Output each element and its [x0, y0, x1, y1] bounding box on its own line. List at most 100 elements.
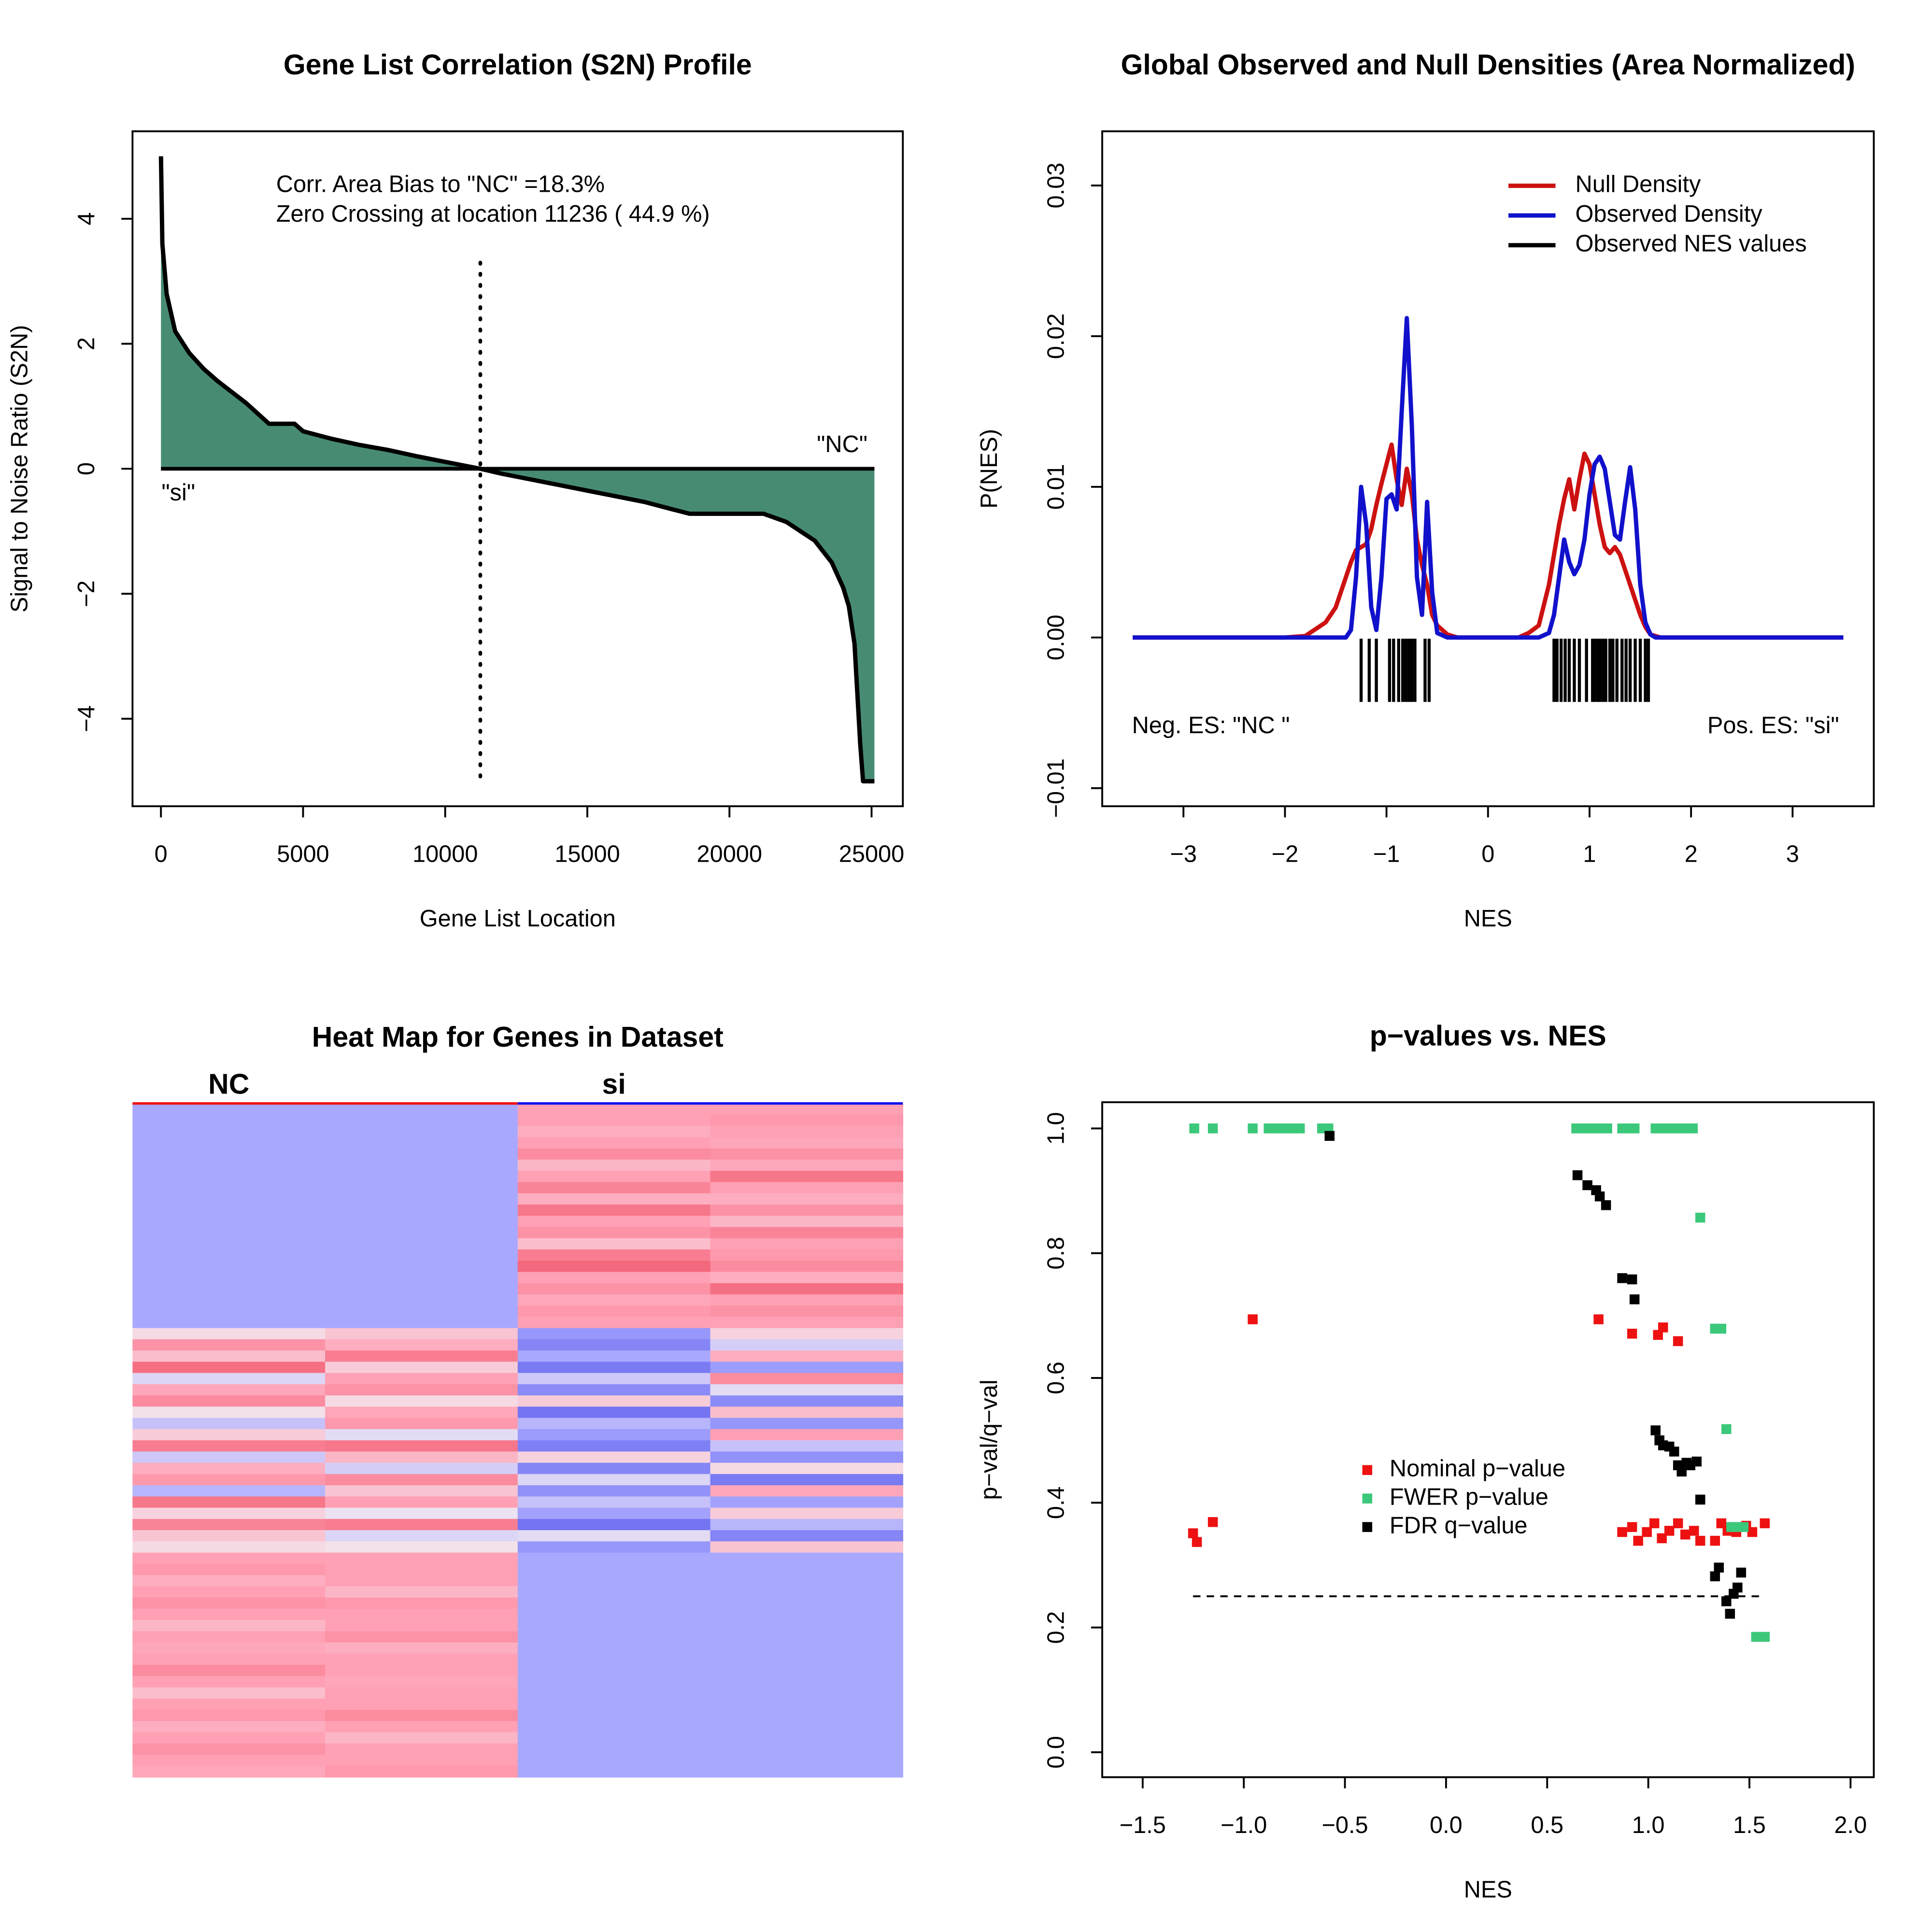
x-tick-label: 1.5 — [1733, 1812, 1766, 1838]
heat-cell — [325, 1159, 518, 1171]
heat-cell — [325, 1440, 518, 1452]
heat-cell — [325, 1395, 518, 1407]
density-line — [1133, 316, 1844, 640]
heat-cell — [710, 1384, 903, 1396]
heat-cell — [325, 1563, 518, 1576]
point — [1657, 1533, 1667, 1544]
point — [1736, 1567, 1747, 1578]
heat-cell — [517, 1710, 711, 1722]
heat-cell — [710, 1463, 903, 1475]
heat-cell — [325, 1373, 518, 1385]
heat-cell — [710, 1204, 903, 1216]
point — [1602, 1123, 1612, 1134]
heat-cell — [132, 1451, 326, 1463]
heat-cell — [710, 1608, 903, 1620]
heat-cell — [132, 1429, 326, 1441]
heat-cell — [710, 1339, 903, 1351]
heat-cell — [132, 1496, 326, 1508]
x-tick-label: 2 — [1685, 841, 1698, 867]
heat-cell — [325, 1732, 518, 1744]
heat-cell — [517, 1451, 711, 1463]
heat-cell — [325, 1743, 518, 1755]
line — [158, 156, 875, 783]
x-tick-label: −3 — [1170, 841, 1197, 867]
point — [1617, 1273, 1627, 1283]
heat-cell — [710, 1575, 903, 1587]
heat-cell — [325, 1665, 518, 1677]
point — [1192, 1537, 1202, 1547]
annotation: "si" — [161, 480, 195, 506]
heat-cell — [517, 1687, 711, 1699]
legend-label: Nominal p−value — [1390, 1455, 1565, 1481]
heat-cell — [517, 1204, 711, 1216]
heat-cell — [325, 1496, 518, 1508]
heat-cell — [710, 1126, 903, 1138]
heat-cell — [710, 1474, 903, 1486]
x-tick-label: 0 — [155, 841, 168, 867]
heat-cell — [710, 1148, 903, 1160]
heat-cell — [132, 1182, 326, 1194]
point — [1725, 1608, 1735, 1619]
heat-cell — [325, 1519, 518, 1531]
heat-cell — [517, 1227, 711, 1239]
point — [1738, 1522, 1749, 1532]
heat-cell — [325, 1429, 518, 1441]
heat-cell — [132, 1754, 326, 1767]
point — [1601, 1200, 1611, 1210]
y-axis-label: P(NES) — [976, 429, 1002, 509]
y-tick-label: 0.00 — [1043, 614, 1069, 660]
legend-label: Observed Density — [1576, 201, 1763, 227]
heat-cell — [710, 1530, 903, 1542]
heat-cell — [517, 1496, 711, 1508]
point — [1760, 1518, 1770, 1529]
heat-cell — [325, 1530, 518, 1542]
heat-cell — [517, 1463, 711, 1475]
point — [1248, 1314, 1258, 1324]
heat-cell — [710, 1103, 903, 1115]
heat-cell — [710, 1272, 903, 1284]
heat-cell — [132, 1418, 326, 1430]
y-tick-label: 0.4 — [1043, 1486, 1069, 1519]
heat-cell — [517, 1249, 711, 1261]
heat-cell — [325, 1238, 518, 1250]
point — [1627, 1274, 1637, 1285]
heat-cell — [710, 1732, 903, 1744]
heat-cell — [325, 1597, 518, 1609]
heat-cell — [325, 1754, 518, 1767]
heat-cell — [132, 1238, 326, 1250]
density-line — [1133, 442, 1844, 640]
heat-cell — [517, 1732, 711, 1744]
heat-cell — [517, 1384, 711, 1396]
heat-cell — [132, 1463, 326, 1475]
point — [1650, 1425, 1661, 1435]
heat-cell — [517, 1306, 711, 1318]
point — [1710, 1571, 1720, 1581]
heat-cell — [710, 1676, 903, 1688]
heat-cell — [132, 1586, 326, 1598]
heat-cell — [710, 1182, 903, 1194]
heat-cell — [132, 1126, 326, 1138]
heat-cell — [710, 1496, 903, 1508]
point — [1208, 1517, 1218, 1527]
heat-cell — [132, 1249, 326, 1261]
heat-cell — [132, 1406, 326, 1419]
heat-cell — [132, 1137, 326, 1149]
heat-cell — [517, 1238, 711, 1250]
chart-title: p−values vs. NES — [1370, 1020, 1606, 1051]
point — [1627, 1522, 1637, 1532]
heat-cell — [132, 1216, 326, 1228]
x-tick-label: −0.5 — [1321, 1812, 1368, 1838]
point — [1323, 1123, 1334, 1134]
chart-title: Gene List Correlation (S2N) Profile — [284, 49, 752, 81]
legend-swatch — [1362, 1493, 1373, 1504]
heat-cell — [325, 1474, 518, 1486]
heat-cell — [710, 1193, 903, 1205]
annotation: Neg. ES: "NC " — [1132, 712, 1290, 739]
y-axis-label: p−val/q−val — [976, 1379, 1002, 1500]
point — [1695, 1535, 1705, 1546]
heat-cell — [517, 1362, 711, 1374]
point — [1733, 1582, 1743, 1593]
heat-cell — [710, 1159, 903, 1171]
point — [1189, 1123, 1199, 1134]
heat-cell — [325, 1586, 518, 1598]
